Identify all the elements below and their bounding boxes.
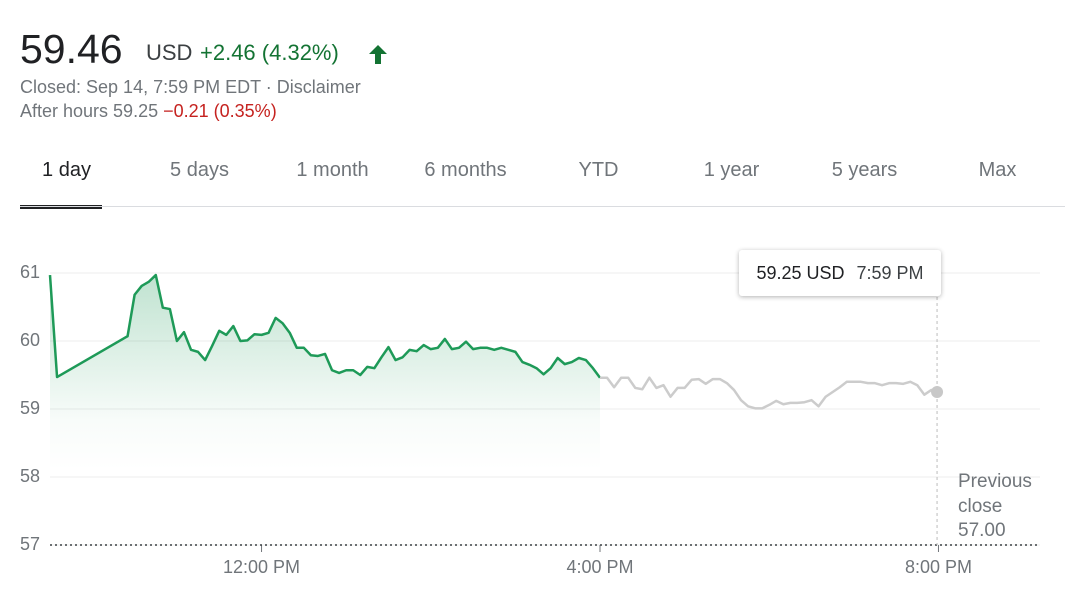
area-fill (50, 275, 600, 470)
price: 59.46 (20, 26, 123, 72)
tab-divider (20, 206, 1065, 207)
tooltip: 59.25 USD 7:59 PM (739, 250, 941, 296)
tooltip-time: 7:59 PM (856, 262, 924, 283)
y-tick-label: 58 (20, 466, 40, 486)
range-tab[interactable]: 5 days (170, 159, 229, 181)
price-change: +2.46 (4.32%) (200, 40, 339, 65)
range-tab[interactable]: 1 day (42, 159, 91, 181)
y-tick-label: 60 (20, 330, 40, 350)
x-tick-label: 12:00 PM (223, 557, 300, 577)
after-hours-change: −0.21 (0.35%) (163, 101, 277, 121)
range-tab[interactable]: 1 year (703, 159, 760, 181)
previous-close-text: Previous close (958, 471, 1032, 517)
currency: USD (146, 40, 193, 65)
range-tab[interactable]: 6 months (424, 159, 507, 181)
y-tick-label: 57 (20, 534, 40, 554)
after-hours: After hours 59.25 −0.21 (0.35%) (20, 101, 277, 122)
range-tab[interactable]: YTD (578, 159, 619, 181)
price-line (600, 376, 938, 410)
range-tabs: 1 day 5 days 1 month 6 months YTD 1 year 5 yea… (0, 0, 1065, 210)
market-status: Closed: Sep 14, 7:59 PM EDT · Disclaimer (20, 77, 361, 97)
hover-dot (931, 386, 944, 398)
x-tick-label: 8:00 PM (905, 557, 972, 577)
tooltip-price: 59.25 USD (756, 262, 845, 283)
range-tab[interactable]: 1 month (296, 159, 369, 181)
y-tick-label: 59 (20, 398, 40, 418)
price-line (48, 273, 602, 379)
y-tick-label: 61 (20, 262, 40, 282)
active-tab-indicator (20, 205, 102, 209)
up-arrow-icon (369, 45, 387, 64)
x-tick-label: 4:00 PM (566, 557, 633, 577)
range-tab[interactable]: Max (978, 159, 1017, 181)
previous-close-value: 57.00 (958, 520, 1006, 541)
after-hours-price: After hours 59.25 (20, 101, 159, 121)
range-tab[interactable]: 5 years (831, 159, 898, 181)
previous-close-label: Previous close 57.00 (958, 470, 1053, 544)
